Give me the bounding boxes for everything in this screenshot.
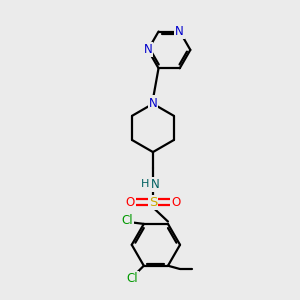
Text: Cl: Cl bbox=[127, 272, 138, 285]
Text: N: N bbox=[144, 44, 152, 56]
Text: N: N bbox=[148, 96, 157, 110]
Text: N: N bbox=[176, 25, 184, 38]
Text: O: O bbox=[125, 196, 135, 208]
Text: N: N bbox=[151, 178, 160, 191]
Text: N: N bbox=[148, 97, 157, 110]
Text: S: S bbox=[149, 196, 157, 208]
Text: H: H bbox=[140, 179, 149, 190]
Text: Cl: Cl bbox=[122, 214, 134, 227]
Text: O: O bbox=[171, 196, 181, 208]
